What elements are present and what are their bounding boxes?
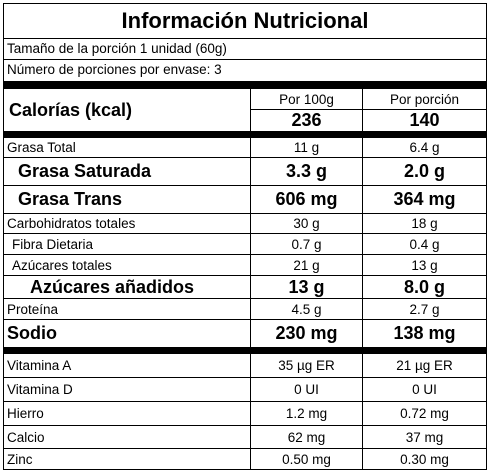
column-divider (362, 89, 363, 131)
nutrient-value-100g: 4.5 g (291, 301, 322, 317)
servings-per-container: Número de porciones por envase: 3 (7, 62, 222, 77)
nutrient-value-portion: 0.4 g (409, 236, 440, 252)
header-divider (251, 109, 486, 110)
vitamin-value-100g: 0 UI (294, 382, 319, 397)
nutrient-value-100g: 30 g (293, 216, 320, 231)
label-title: Información Nutricional (121, 8, 369, 33)
vitamin-row: Calcio 62 mg 37 mg (4, 426, 486, 448)
thick-divider (4, 131, 486, 138)
thick-divider (4, 81, 486, 89)
calories-portion: 140 (409, 109, 440, 130)
nutrient-value-portion: 8.0 g (403, 276, 446, 297)
column-divider (362, 138, 363, 347)
col-100g-header: Por 100g (279, 91, 334, 107)
divider (4, 377, 486, 378)
divider (4, 185, 486, 186)
vitamin-row: Hierro 1.2 mg 0.72 mg (4, 402, 486, 425)
vitamin-value-portion: 37 mg (405, 429, 444, 445)
nutrient-value-portion: 13 g (411, 257, 438, 273)
vitamin-row: Vitamina A 35 µg ER 21 µg ER (4, 354, 486, 377)
nutrient-row: Carbohidratos totales 30 g 18 g (4, 214, 486, 233)
vitamin-value-portion: 0.30 mg (400, 451, 449, 467)
divider (4, 275, 486, 276)
divider (4, 254, 486, 255)
nutrient-value-100g: 230 mg (275, 323, 338, 343)
divider (4, 38, 486, 39)
nutrient-name: Fibra Dietaria (12, 236, 94, 252)
calories-100g: 236 (291, 109, 322, 130)
nutrient-name: Sodio (7, 323, 57, 343)
nutrient-value-100g: 0.7 g (291, 236, 322, 252)
vitamin-name: Hierro (7, 406, 44, 421)
col-100g: Por 100g 236 (251, 89, 362, 131)
nutrient-name: Grasa Trans (18, 189, 123, 209)
divider (4, 425, 486, 426)
divider (4, 59, 486, 60)
vitamin-name: Calcio (7, 429, 45, 445)
column-divider (250, 89, 251, 131)
nutrient-name: Azúcares añadidos (30, 276, 195, 297)
nutrient-value-100g: 21 g (293, 257, 320, 273)
divider (4, 298, 486, 299)
column-divider (250, 354, 251, 469)
calories-row: Calorías (kcal) Por 100g 236 Por porción… (4, 89, 486, 131)
nutrient-value-portion: 138 mg (393, 323, 456, 343)
nutrient-row: Proteína 4.5 g 2.7 g (4, 299, 486, 319)
nutrient-value-portion: 18 g (411, 216, 438, 231)
vitamin-value-100g: 1.2 mg (285, 406, 328, 421)
nutrient-name: Azúcares totales (12, 257, 112, 273)
nutrient-value-portion: 2.7 g (409, 301, 440, 317)
nutrient-row: Azúcares totales 21 g 13 g (4, 255, 486, 275)
vitamin-value-100g: 0.50 mg (282, 451, 331, 467)
vitamin-name: Zinc (7, 451, 33, 467)
col-portion: Por porción 140 (363, 89, 486, 131)
column-divider (250, 138, 251, 347)
vitamin-value-portion: 0.72 mg (400, 406, 449, 421)
vitamin-value-portion: 21 µg ER (396, 358, 453, 373)
divider (4, 233, 486, 234)
nutrient-value-100g: 11 g (293, 140, 320, 155)
nutrient-value-portion: 6.4 g (409, 140, 440, 155)
divider (4, 213, 486, 214)
nutrient-row: Grasa Trans 606 mg 364 mg (4, 186, 486, 213)
vitamin-value-100g: 62 mg (287, 429, 326, 445)
nutrient-row: Grasa Saturada 3.3 g 2.0 g (4, 158, 486, 185)
vitamin-row: Vitamina D 0 UI 0 UI (4, 378, 486, 401)
divider (4, 448, 486, 449)
nutrient-name: Proteína (7, 301, 59, 317)
calories-label: Calorías (kcal) (9, 99, 133, 120)
nutrient-row: Fibra Dietaria 0.7 g 0.4 g (4, 234, 486, 254)
nutrient-value-portion: 2.0 g (403, 161, 446, 181)
nutrient-value-portion: 364 mg (393, 189, 456, 209)
thick-divider (4, 347, 486, 354)
nutrient-name: Grasa Total (7, 140, 76, 155)
vitamin-value-100g: 35 µg ER (278, 358, 335, 373)
nutrient-name: Grasa Saturada (18, 161, 152, 181)
vitamin-value-portion: 0 UI (412, 382, 437, 397)
vitamin-row: Zinc 0.50 mg 0.30 mg (4, 449, 486, 469)
divider (4, 319, 486, 320)
nutrition-label: Información Nutricional Tamaño de la por… (3, 3, 487, 470)
nutrient-row: Azúcares añadidos 13 g 8.0 g (4, 276, 486, 298)
nutrient-name: Carbohidratos totales (7, 216, 136, 231)
serving-size: Tamaño de la porción 1 unidad (60g) (7, 41, 227, 56)
nutrient-value-100g: 606 mg (275, 189, 338, 209)
nutrient-value-100g: 3.3 g (285, 161, 328, 181)
vitamin-name: Vitamina A (7, 358, 72, 373)
nutrient-value-100g: 13 g (288, 276, 325, 297)
nutrient-row: Sodio 230 mg 138 mg (4, 320, 486, 347)
divider (4, 401, 486, 402)
nutrient-row: Grasa Total 11 g 6.4 g (4, 138, 486, 157)
column-divider (362, 354, 363, 469)
vitamin-name: Vitamina D (7, 382, 73, 397)
divider (4, 157, 486, 158)
col-portion-header: Por porción (389, 91, 460, 107)
